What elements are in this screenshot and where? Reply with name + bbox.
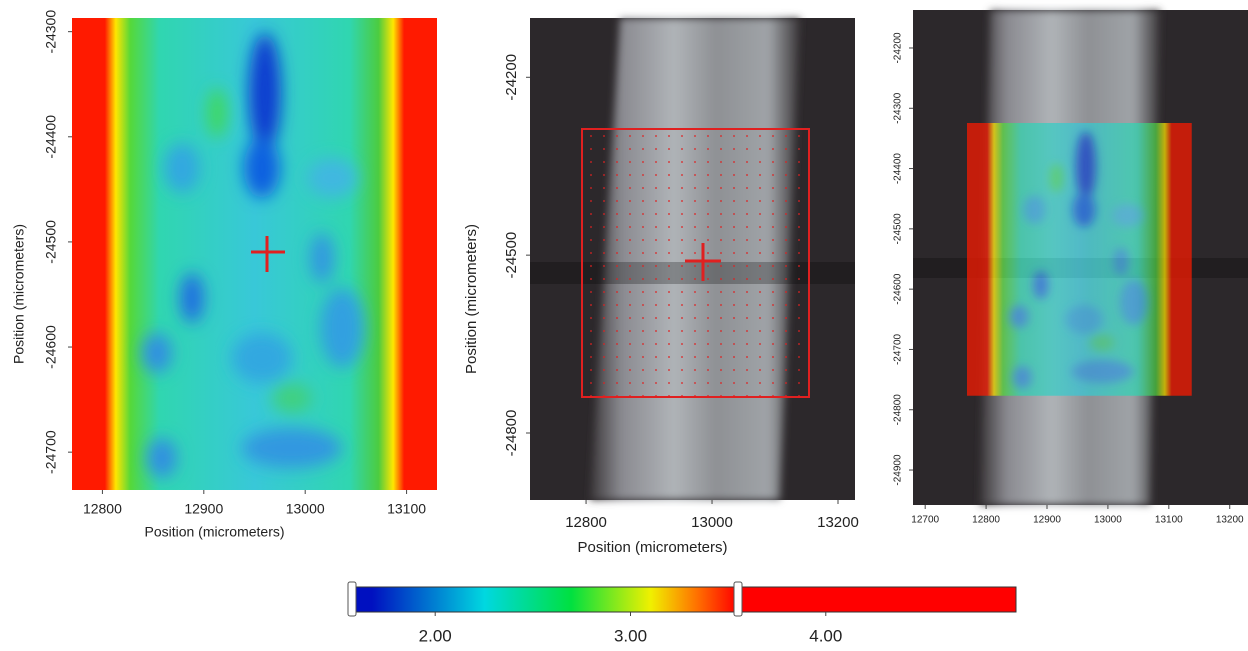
y-tick-label: -24400 — [43, 115, 59, 159]
y-tick-label: -24900 — [893, 454, 904, 486]
x-axis-label: Position (micrometers) — [577, 539, 727, 556]
y-tick-label: -24500 — [43, 220, 59, 264]
x-tick-label: 12900 — [1033, 515, 1061, 526]
y-tick-label: -24800 — [503, 410, 520, 457]
x-tick-label: 2.00 — [419, 626, 452, 645]
y-tick-label: -24600 — [893, 273, 904, 305]
y-tick-label: -24200 — [893, 32, 904, 64]
x-tick-label: 13000 — [286, 501, 325, 517]
x-tick-label: 12900 — [184, 501, 223, 517]
x-tick-label: 12800 — [565, 514, 607, 531]
overlay-image — [913, 10, 1248, 505]
x-tick-label: 3.00 — [614, 626, 647, 645]
heatmap-image — [72, 18, 437, 490]
y-tick-label: -24300 — [893, 92, 904, 124]
y-tick-label: -24300 — [43, 10, 59, 54]
y-tick-label: -24500 — [503, 232, 520, 279]
x-tick-label: 13100 — [387, 501, 426, 517]
x-tick-label: 13200 — [817, 514, 859, 531]
y-tick-label: -24700 — [43, 430, 59, 474]
colorbar — [348, 582, 1016, 616]
x-tick-label: 12800 — [972, 515, 1000, 526]
y-axis-label: Position (micrometers) — [11, 224, 27, 364]
y-tick-label: -24800 — [893, 394, 904, 426]
x-tick-label: 13200 — [1216, 515, 1244, 526]
x-tick-label: 13000 — [691, 514, 733, 531]
x-tick-label: 13100 — [1155, 515, 1183, 526]
x-tick-label: 4.00 — [809, 626, 842, 645]
x-tick-label: 13000 — [1094, 515, 1122, 526]
y-tick-label: -24600 — [43, 325, 59, 369]
x-tick-label: 12800 — [83, 501, 122, 517]
y-tick-label: -24500 — [893, 213, 904, 245]
x-tick-label: 12700 — [911, 515, 939, 526]
x-axis-label: Position (micrometers) — [144, 524, 284, 540]
y-tick-label: -24700 — [893, 333, 904, 365]
micrograph — [530, 18, 855, 500]
y-tick-label: -24400 — [893, 153, 904, 185]
figure: 12800 12900 13000 13100 -24300 -24400 -24500 -2… — [0, 0, 1248, 651]
y-axis-label: Position (micrometers) — [463, 224, 480, 374]
y-tick-label: -24200 — [503, 54, 520, 101]
